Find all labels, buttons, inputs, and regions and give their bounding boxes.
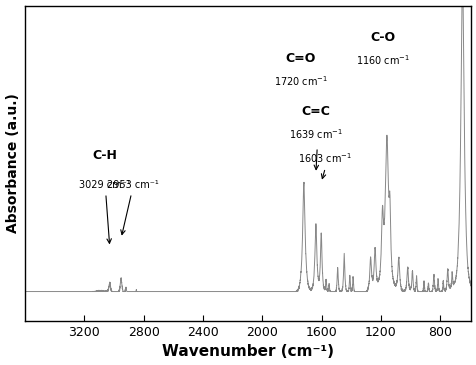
Text: 1720 cm$^{-1}$: 1720 cm$^{-1}$ (273, 74, 327, 88)
Text: 3029 cm⁻¹: 3029 cm⁻¹ (79, 180, 131, 243)
X-axis label: Wavenumber (cm⁻¹): Wavenumber (cm⁻¹) (162, 345, 334, 360)
Text: C-O: C-O (370, 31, 395, 44)
Text: C=C: C=C (301, 105, 329, 118)
Text: 1639 cm$^{-1}$: 1639 cm$^{-1}$ (288, 127, 342, 141)
Text: 2953 cm⁻¹: 2953 cm⁻¹ (107, 180, 159, 235)
Y-axis label: Absorbance (a.u.): Absorbance (a.u.) (6, 93, 20, 233)
Text: 1603 cm$^{-1}$: 1603 cm$^{-1}$ (298, 151, 352, 165)
Text: 1160 cm$^{-1}$: 1160 cm$^{-1}$ (356, 54, 409, 68)
Text: C-H: C-H (92, 149, 118, 162)
Text: C=O: C=O (285, 51, 316, 65)
